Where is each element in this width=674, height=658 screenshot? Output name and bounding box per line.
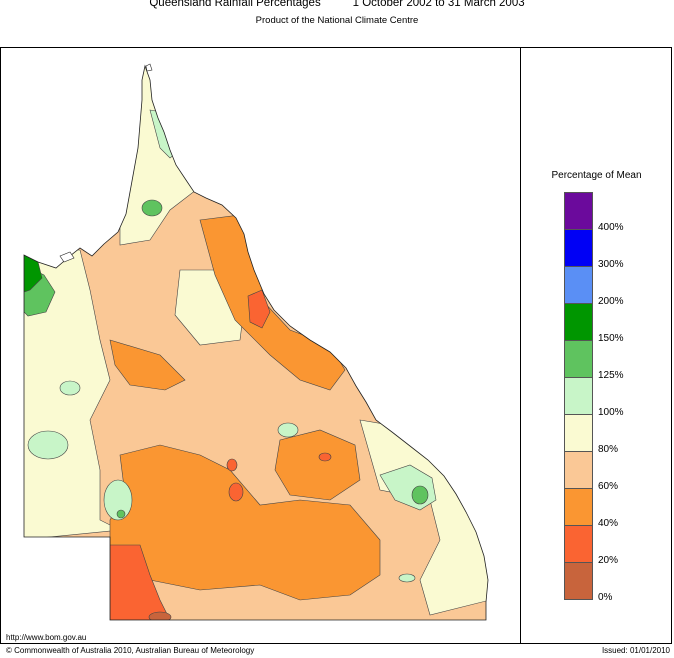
legend-label-0pct: 0% xyxy=(598,592,613,603)
legend-swatch-0pct xyxy=(564,562,593,600)
legend-label-200pct: 200% xyxy=(598,296,624,307)
east-125-150 xyxy=(411,485,429,505)
legend-label-400pct: 400% xyxy=(598,222,624,233)
legend-label-150pct: 150% xyxy=(598,333,624,344)
southwest-20-40 xyxy=(109,544,171,620)
island-2 xyxy=(59,251,75,263)
west-100-125-a xyxy=(27,430,69,460)
patch-0-20 xyxy=(148,611,172,620)
west-125-150 xyxy=(116,509,126,519)
legend-swatch-300pct xyxy=(564,229,593,267)
rainfall-fill xyxy=(24,66,488,620)
footer-url: http://www.bom.gov.au xyxy=(6,633,87,642)
legend-swatch-400pct xyxy=(564,192,593,230)
map-title: Queensland Rainfall Percentages 1 Octobe… xyxy=(149,0,525,9)
south-100-125 xyxy=(398,573,416,583)
legend-swatch-150pct xyxy=(564,303,593,341)
legend-swatch-125pct xyxy=(564,340,593,378)
patch-20-40-d xyxy=(318,452,332,462)
legend-swatch-100pct xyxy=(564,377,593,415)
footer-issued-date: Issued: 01/01/2010 xyxy=(601,646,670,655)
legend-label-60pct: 60% xyxy=(598,481,619,492)
central-100-125 xyxy=(277,422,299,438)
legend-label-20pct: 20% xyxy=(598,555,619,566)
legend-swatch-20pct xyxy=(564,525,593,563)
map-subtitle: Product of the National Climate Centre xyxy=(255,15,419,26)
legend-title: Percentage of Mean xyxy=(551,170,642,181)
island-1 xyxy=(145,63,153,72)
legend-label-125pct: 125% xyxy=(598,370,624,381)
legend-label-80pct: 80% xyxy=(598,444,619,455)
patch-20-40-b xyxy=(228,482,244,502)
legend-swatch-60pct xyxy=(564,451,593,489)
cape-york-125-150 xyxy=(141,199,163,217)
qld-coastline xyxy=(23,64,489,621)
central-east-40-60 xyxy=(274,429,361,501)
west-100-125-c xyxy=(103,479,133,521)
legend-label-300pct: 300% xyxy=(598,259,624,270)
patch-20-40-c xyxy=(226,458,238,472)
rainfall-map xyxy=(23,63,489,621)
legend-label-40pct: 40% xyxy=(598,518,619,529)
legend-swatch-40pct xyxy=(564,488,593,526)
legend-swatch-200pct xyxy=(564,266,593,304)
legend-label-100pct: 100% xyxy=(598,407,624,418)
legend-swatch-80pct xyxy=(564,414,593,452)
map-frame xyxy=(0,47,672,644)
legend-divider xyxy=(520,47,521,644)
footer-copyright: © Commonwealth of Australia 2010, Austra… xyxy=(6,646,255,655)
west-100-125-b xyxy=(59,380,81,396)
north-inland-40-60 xyxy=(109,339,186,391)
coast-20-40-a xyxy=(247,289,271,329)
